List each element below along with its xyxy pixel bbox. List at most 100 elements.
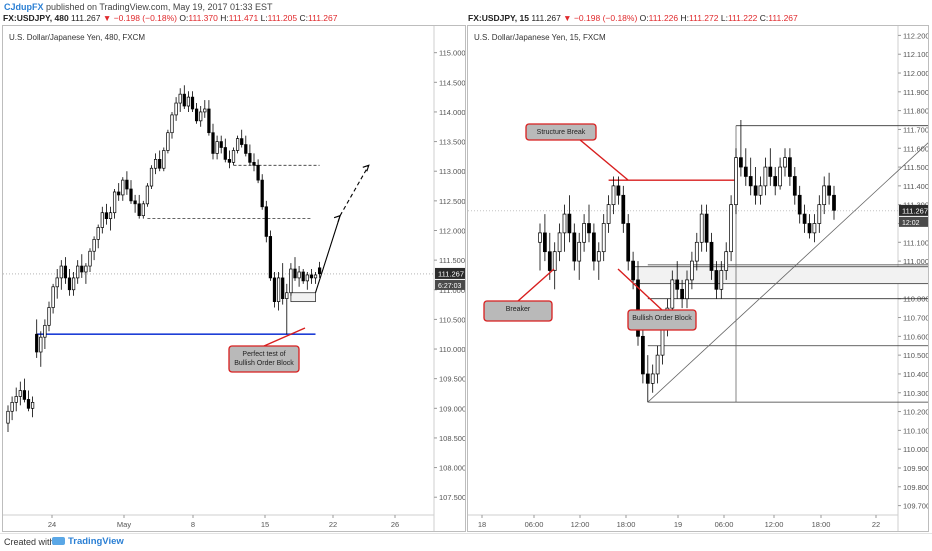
candle-down <box>133 200 137 205</box>
candle-down <box>748 176 753 187</box>
y-tick-label: 110.200 <box>903 408 928 417</box>
high-label: H: <box>680 13 690 23</box>
y-tick-label: 110.000 <box>439 345 465 354</box>
chart-panel-15[interactable]: 112.200 112.100 112.000 111.900 111.800 111.7… <box>467 25 932 532</box>
low-label: L: <box>260 13 268 23</box>
candle-down <box>260 179 264 208</box>
candle-down <box>704 213 709 243</box>
x-tick-label: 22 <box>329 520 337 529</box>
close-label: C: <box>759 13 769 23</box>
candlestick-chart-480[interactable]: 115.000 114.500 114.000 113.500 113.000 112.5… <box>3 26 466 531</box>
candle-up <box>203 108 207 113</box>
quote-line-left: FX:USDJPY, 480 111.267 ▼ −0.198 (−0.18%)… <box>3 13 337 23</box>
change-value: −0.198 (−0.18%) <box>573 13 638 23</box>
candle-down <box>223 147 227 160</box>
candlestick-chart-15[interactable]: 112.200 112.100 112.000 111.900 111.800 111.7… <box>468 26 932 531</box>
candle-down <box>714 270 719 290</box>
candle-up <box>59 265 63 279</box>
candle-up <box>822 185 827 206</box>
change-value: −0.198 (−0.18%) <box>113 13 178 23</box>
candle-up <box>55 277 59 288</box>
y-tick-label: 109.900 <box>903 464 928 473</box>
candle-up <box>289 268 293 294</box>
y-tick-label: 108.000 <box>439 464 465 473</box>
candle-down <box>309 274 314 279</box>
order-block-box <box>290 292 316 303</box>
candle-down <box>792 176 797 196</box>
y-tick-label: 111.700 <box>903 125 928 134</box>
candle-up <box>699 213 704 243</box>
candle-down <box>743 166 748 177</box>
candle-up <box>729 204 733 253</box>
candle-up <box>783 157 787 168</box>
candle-up <box>149 167 154 187</box>
candle-up <box>611 185 616 206</box>
y-tick-label: 111.900 <box>903 88 928 97</box>
candle-up <box>112 191 117 214</box>
open-value: 111.226 <box>648 13 679 23</box>
author-name[interactable]: CJdupFX <box>4 2 44 12</box>
candle-up <box>305 274 309 282</box>
y-tick-label: 112.000 <box>903 69 928 78</box>
y-tick-label: 111.100 <box>903 238 928 247</box>
x-tick-label: May <box>117 520 131 529</box>
candle-up <box>153 159 158 169</box>
candle-up <box>552 251 557 271</box>
candle-down <box>293 268 297 279</box>
candle-up <box>10 402 14 412</box>
y-tick-label: 112.200 <box>903 31 928 40</box>
candle-up <box>121 179 125 196</box>
candle-up <box>145 185 150 205</box>
candle-down <box>190 96 195 110</box>
tradingview-icon <box>52 537 65 546</box>
candle-down <box>129 188 133 202</box>
candle-up <box>100 212 104 228</box>
candle-up <box>178 93 182 104</box>
candle-down <box>680 288 684 300</box>
low-label: L: <box>720 13 728 23</box>
created-with-label: Created with <box>4 537 55 547</box>
x-tick-label: 18:00 <box>812 520 831 529</box>
candle-down <box>773 176 778 187</box>
tradingview-brand: TradingView <box>68 536 124 547</box>
candle-up <box>582 223 586 243</box>
callout-text: Bullish Order Block <box>632 315 692 322</box>
candle-down <box>807 223 812 234</box>
candle-up <box>685 279 689 300</box>
candle-up <box>162 150 166 169</box>
last-price-badge <box>435 267 465 279</box>
y-tick-label: 114.500 <box>439 78 465 87</box>
y-tick-label: 111.000 <box>903 257 928 266</box>
high-value: 111.471 <box>228 13 259 23</box>
y-tick-label: 109.000 <box>439 404 465 413</box>
candle-up <box>235 138 240 151</box>
candle-down <box>631 260 635 281</box>
candle-down <box>227 159 232 163</box>
candle-up <box>778 166 782 187</box>
x-tick-label: 12:00 <box>765 520 784 529</box>
candle-down <box>240 138 244 145</box>
x-tick-label: 19 <box>674 520 682 529</box>
countdown-label: 6:27:03 <box>438 283 461 290</box>
high-value: 111.272 <box>689 13 719 23</box>
candle-down <box>63 265 68 279</box>
candle-up <box>186 96 191 107</box>
trendline <box>647 138 932 403</box>
candle-down <box>709 241 714 271</box>
candle-up <box>694 241 699 262</box>
candle-up <box>199 111 203 122</box>
candle-down <box>802 213 807 224</box>
projection-arrow-dashed <box>339 165 370 216</box>
candle-down <box>244 144 248 154</box>
projection-arrowhead-icon <box>333 214 341 222</box>
chart-panel-480[interactable]: 115.000 114.500 114.000 113.500 113.000 112.5… <box>2 25 466 532</box>
candle-up <box>14 396 18 403</box>
x-tick-label: 8 <box>191 520 195 529</box>
tradingview-logo[interactable]: TradingView <box>52 536 124 547</box>
y-tick-label: 111.400 <box>903 182 928 191</box>
quote-line-right: FX:USDJPY, 15 111.267 ▼ −0.198 (−0.18%) … <box>468 13 798 23</box>
x-tick-label: 06:00 <box>715 520 734 529</box>
candle-down <box>592 232 596 262</box>
candle-down <box>256 164 260 181</box>
candle-down <box>621 194 626 224</box>
